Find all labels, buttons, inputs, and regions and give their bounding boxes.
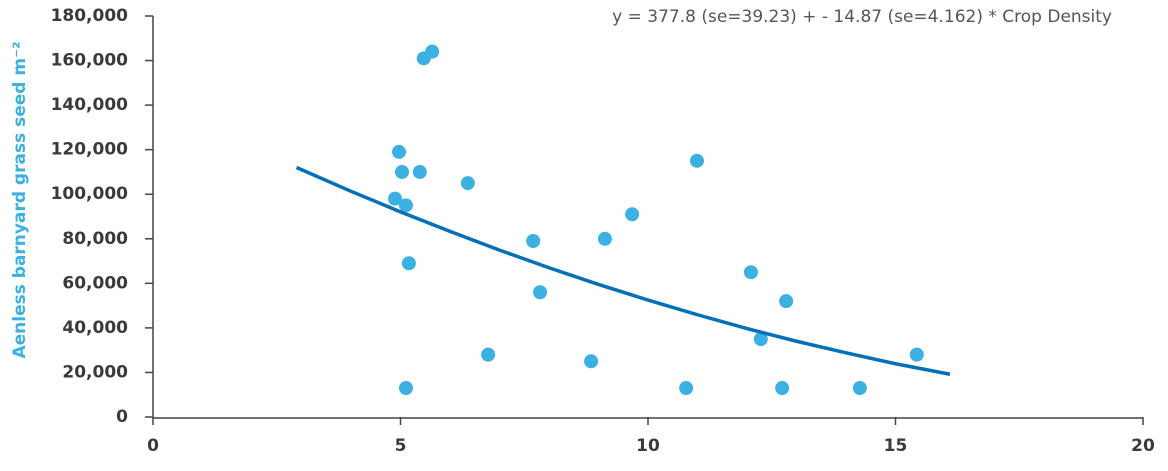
y-tick-label: 120,000 <box>51 140 129 160</box>
y-tick-label: 40,000 <box>62 318 128 338</box>
scatter-point <box>533 285 548 300</box>
x-tick-label: 0 <box>147 436 159 456</box>
x-tick-label: 15 <box>884 436 908 456</box>
x-tick-label: 5 <box>395 436 407 456</box>
scatter-point <box>852 381 867 396</box>
y-tick-label: 20,000 <box>62 362 128 382</box>
y-tick-label: 180,000 <box>51 6 129 26</box>
scatter-point <box>690 153 705 168</box>
y-tick-label: 100,000 <box>51 184 129 204</box>
scatter-point <box>481 347 496 362</box>
x-tick-label: 10 <box>636 436 660 456</box>
y-tick-label: 60,000 <box>62 273 128 293</box>
scatter-point <box>398 381 413 396</box>
scatter-point <box>584 354 599 369</box>
scatter-point <box>394 164 409 179</box>
scatter-point <box>526 234 541 249</box>
x-tick-label: 20 <box>1131 436 1155 456</box>
scatter-point <box>779 294 794 309</box>
scatter-point <box>398 198 413 213</box>
scatter-point <box>412 164 427 179</box>
scatter-point <box>775 381 790 396</box>
scatter-point <box>425 44 440 59</box>
y-tick-label: 140,000 <box>51 95 129 115</box>
equation-annotation: y = 377.8 (se=39.23) + - 14.87 (se=4.162… <box>612 7 1112 27</box>
scatter-point <box>743 265 758 280</box>
y-tick-label: 160,000 <box>51 51 129 71</box>
scatter-point <box>392 144 407 159</box>
fit-curve <box>295 165 951 376</box>
scatter-point <box>460 176 475 191</box>
scatter-point <box>679 381 694 396</box>
scatter-point <box>597 231 612 246</box>
scatter-point <box>388 191 403 206</box>
scatter-point <box>401 256 416 271</box>
y-tick-label: 80,000 <box>62 229 128 249</box>
y-tick-label: 0 <box>116 407 128 427</box>
y-axis-title: Aenless barnyard grass seed m⁻² <box>10 41 30 358</box>
scatter-point <box>753 332 768 347</box>
scatter-point <box>909 347 924 362</box>
scatter-point <box>625 207 640 222</box>
